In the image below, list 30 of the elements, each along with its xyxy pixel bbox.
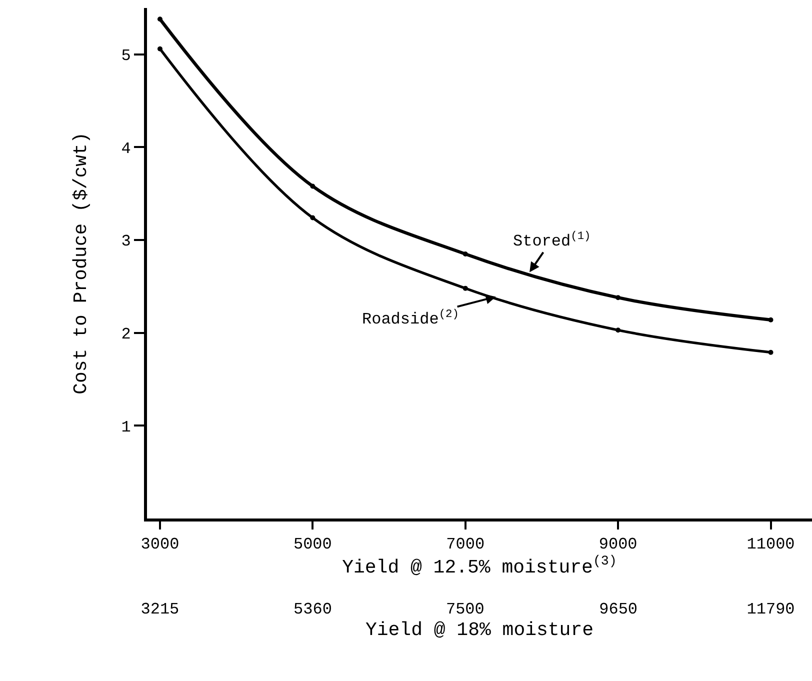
x-tick-label: 7000 [446, 536, 485, 554]
point [157, 16, 162, 22]
x-axis-title: Yield @ 12.5% moisture$^{(3)}$ [342, 554, 617, 579]
x-tick-label: 9000 [598, 536, 638, 554]
point [768, 350, 774, 355]
x2-tick-label: 11790 [746, 600, 795, 618]
x2-tick-label: 7500 [446, 600, 484, 618]
point [768, 317, 774, 322]
point [462, 251, 468, 256]
x2-tick-label: 9650 [599, 600, 638, 618]
series-label: Stored$^{(1)}$ [513, 230, 591, 251]
y-tick-label: 5 [121, 47, 131, 66]
x2-tick-label: 5360 [294, 600, 332, 618]
y-tick-label: 3 [121, 232, 131, 251]
point [462, 286, 468, 291]
x-tick-label: 5000 [293, 536, 332, 554]
x-tick-label: 11000 [746, 536, 795, 554]
x2-axis-title: Yield @ 18% moisture [365, 619, 594, 642]
y-axis-title: Cost to Produce ($/cwt) [70, 132, 92, 394]
y-tick-label: 1 [121, 418, 131, 436]
point [310, 184, 316, 189]
y-tick-label: 2 [121, 325, 131, 344]
x-tick-label: 3000 [140, 536, 180, 554]
x2-tick-label: 3215 [140, 600, 180, 618]
y-tick-label: 4 [121, 140, 131, 158]
point [616, 295, 621, 300]
point [310, 215, 316, 220]
point [157, 46, 162, 52]
point [616, 328, 621, 333]
series-label: Roadside$^{(2)}$ [362, 308, 459, 329]
